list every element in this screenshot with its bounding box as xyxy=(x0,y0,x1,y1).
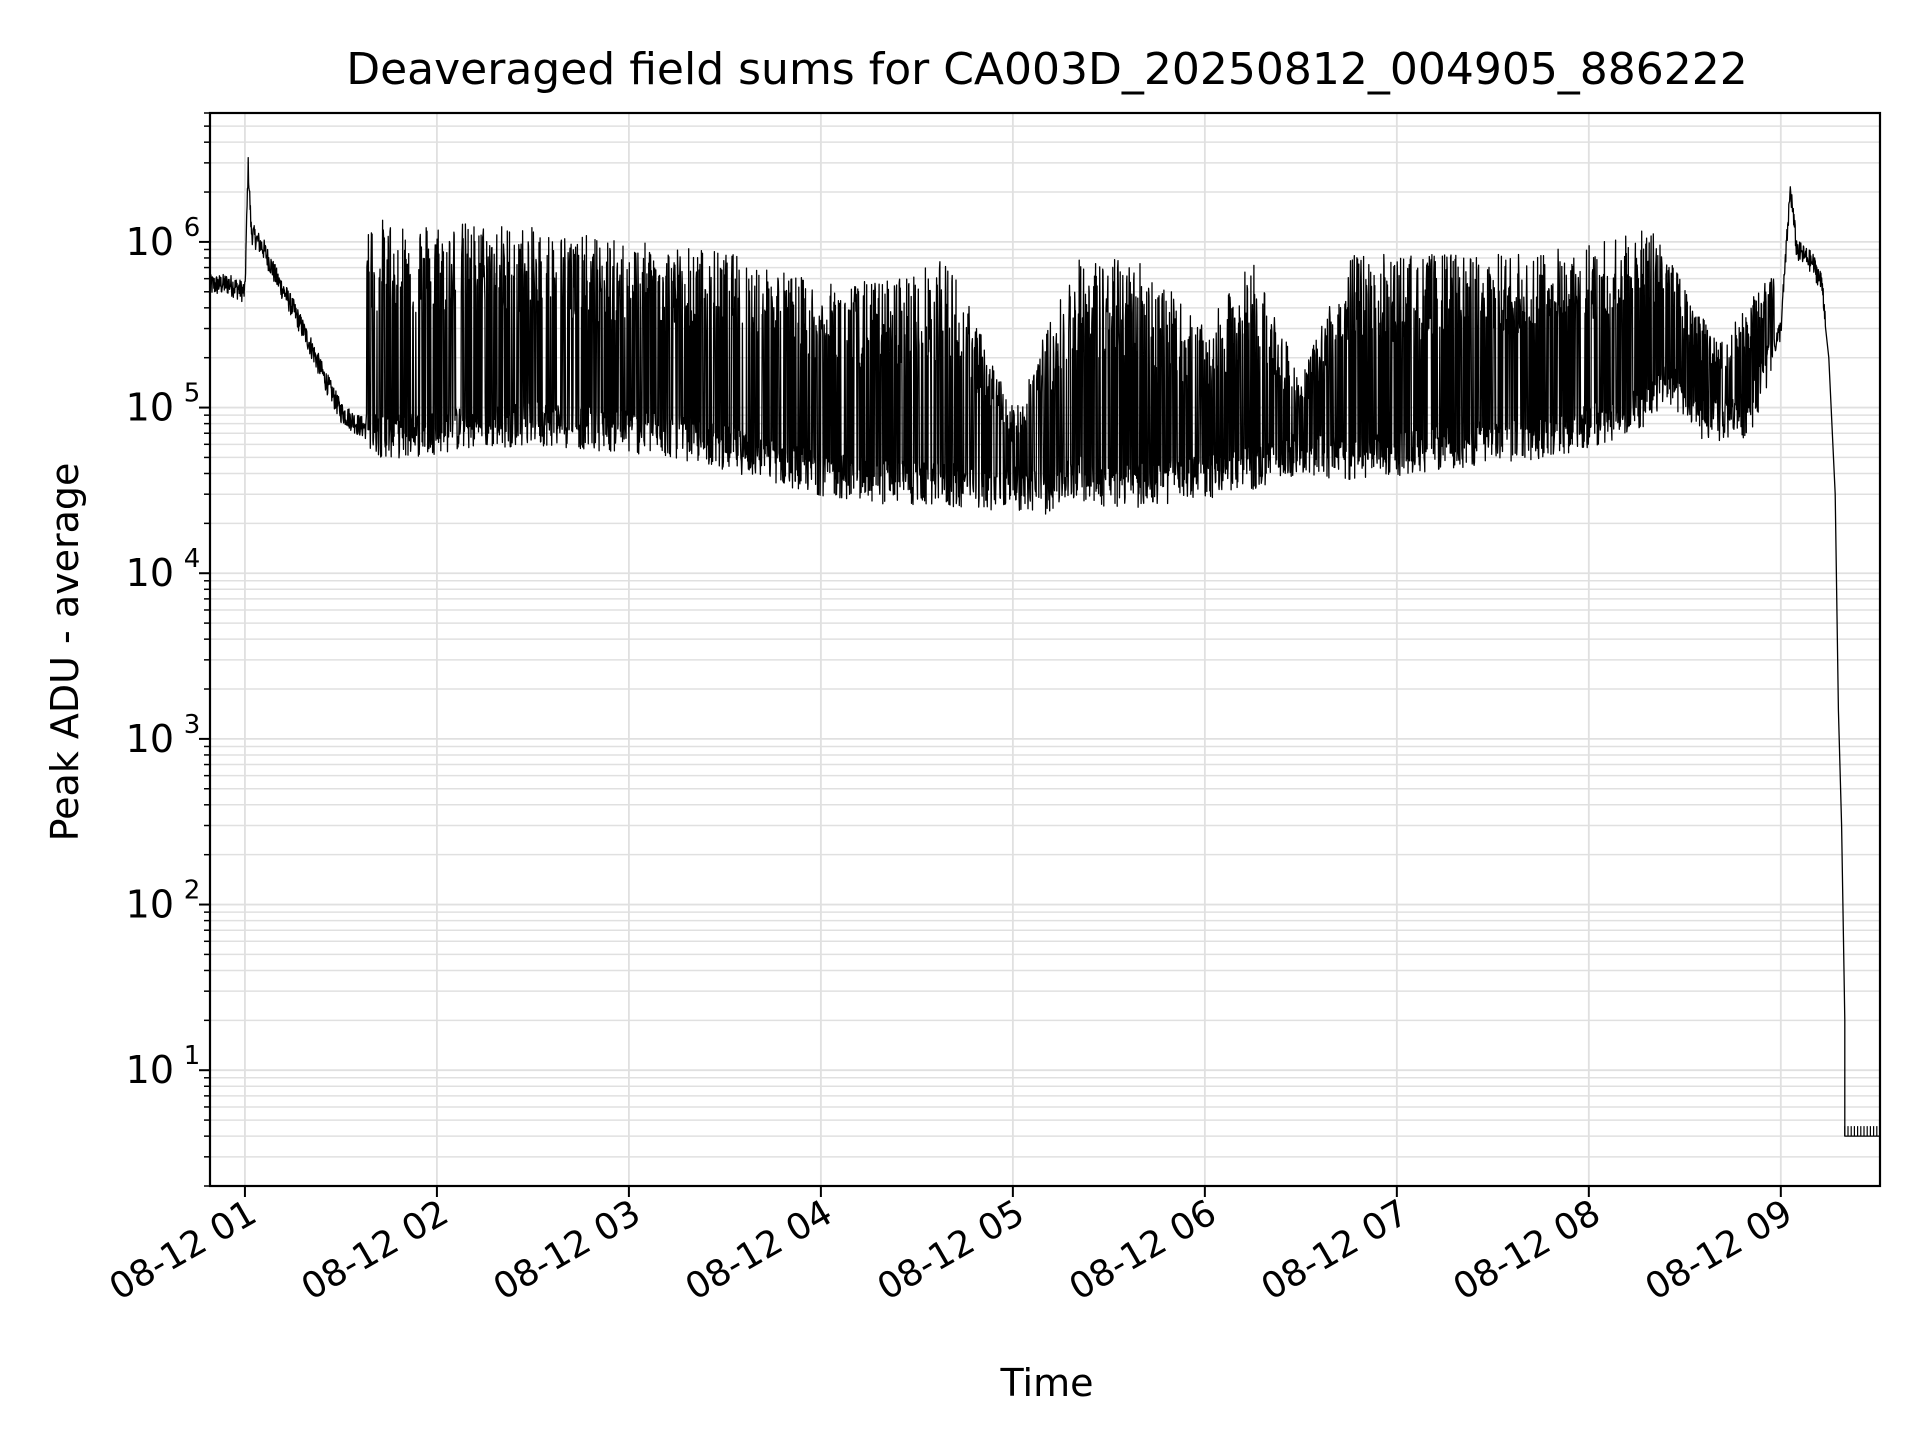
y-tick-label: 10 xyxy=(126,883,174,927)
chart-title: Deaveraged field sums for CA003D_2025081… xyxy=(346,44,1748,95)
y-tick-label-exponent: 4 xyxy=(184,544,201,574)
y-tick-label-exponent: 3 xyxy=(184,710,201,740)
y-tick-label-exponent: 2 xyxy=(184,876,201,906)
y-tick-label-exponent: 6 xyxy=(184,213,201,243)
series-line-0 xyxy=(209,156,1880,1137)
y-tick-label: 10 xyxy=(126,551,174,595)
x-axis-label: Time xyxy=(1000,1361,1094,1405)
y-tick-label: 10 xyxy=(126,386,174,430)
y-axis-label: Peak ADU - average xyxy=(43,463,87,842)
plot-area-frame xyxy=(208,111,1882,1188)
y-tick-label: 10 xyxy=(126,1048,174,1092)
y-tick-label-exponent: 1 xyxy=(184,1041,201,1071)
y-tick-label: 10 xyxy=(126,717,174,761)
y-tick-label-exponent: 5 xyxy=(184,379,201,409)
y-tick-label: 10 xyxy=(126,220,174,264)
